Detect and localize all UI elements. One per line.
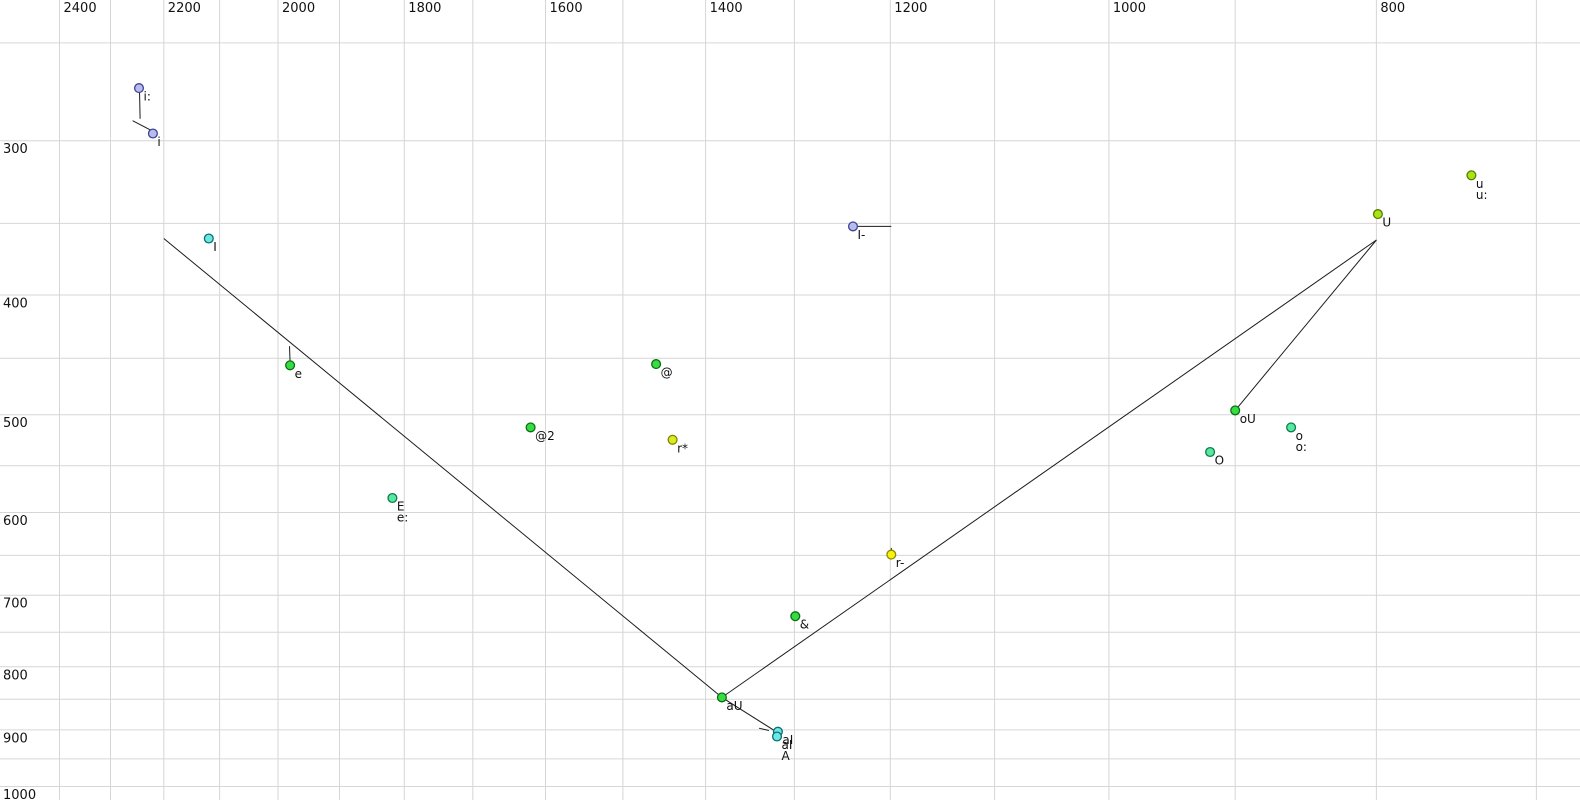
- x-tick-label-1200: 1200: [894, 1, 927, 16]
- vowel-point-I--18: [847, 221, 859, 232]
- trajectory-lines-group: [132, 90, 1377, 732]
- vowel-point-r*-7: [667, 434, 678, 445]
- x-tick-label-1600: 1600: [550, 1, 583, 16]
- vowel-label-4-1: e:: [397, 511, 408, 525]
- x-tick-label-2200: 2200: [168, 1, 201, 16]
- vowel-point-aU-10: [716, 692, 727, 703]
- vowel-label-6-0: @: [661, 366, 673, 380]
- segment-i-incoming-line: [132, 120, 151, 131]
- y-tick-label-600: 600: [3, 514, 28, 529]
- vowel-label-4-0: E: [397, 500, 405, 514]
- vowel-label-7-0: r*: [677, 441, 688, 455]
- segment-i-long-stem: [139, 90, 141, 119]
- vowel-point-i-1: [147, 128, 158, 139]
- y-tick-label-1000: 1000: [3, 788, 36, 800]
- vowel-point-oU-13: [1230, 405, 1241, 416]
- x-tick-label-800: 800: [1380, 1, 1405, 16]
- segment-oU-glide: [1234, 239, 1377, 411]
- vowel-label-13-0: oU: [1240, 412, 1256, 426]
- x-tick-label-2000: 2000: [282, 1, 315, 16]
- vowel-point-O-14: [1205, 446, 1216, 458]
- y-tick-label-400: 400: [3, 297, 28, 312]
- vowel-point-U-16: [1372, 209, 1383, 220]
- vowel-point-i-0: [133, 83, 145, 94]
- vowel-label-0-0: i:: [144, 90, 151, 104]
- vowel-label-15-1: o:: [1296, 440, 1307, 454]
- y-tick-label-900: 900: [3, 731, 28, 746]
- vowel-label-10-0: aU: [726, 699, 742, 713]
- vowel-label-8-0: r-: [896, 556, 905, 570]
- x-tick-label-1800: 1800: [408, 1, 441, 16]
- vowel-point-aI-12: [771, 731, 783, 742]
- y-tick-label-300: 300: [3, 142, 28, 157]
- y-tick-label-800: 800: [3, 668, 28, 683]
- vowel-label-1-0: i: [157, 135, 160, 149]
- segment-aI-glide: [163, 238, 723, 698]
- vowel-point-&-9: [790, 611, 801, 622]
- vowel-label-3-0: e: [295, 367, 302, 381]
- vowel-point-e-3: [285, 360, 296, 371]
- vowel-label-12-0: aI: [782, 738, 793, 752]
- segment-e-stem: [289, 346, 291, 363]
- vowel-points-group: [133, 83, 1477, 742]
- vowel-point-I-2: [203, 233, 214, 244]
- vowel-label-16-0: U: [1382, 216, 1391, 230]
- segment-a-to-aI-arrow-barb: [758, 727, 770, 731]
- vowel-label-2-0: I: [213, 240, 217, 254]
- vowel-label-14-0: O: [1215, 454, 1224, 468]
- vowel-point-@2-5: [525, 422, 536, 433]
- x-tick-label-2400: 2400: [64, 1, 97, 16]
- vowel-label-17-1: u:: [1476, 188, 1488, 202]
- vowel-point-r--8: [886, 549, 897, 560]
- tick-labels-group: 2400 2200 2000 1800 1600 1400 1200 1000 800 300 40…: [3, 1, 1405, 800]
- vowel-point-E-4: [387, 492, 398, 504]
- vowel-label-11-0: aI: [782, 733, 793, 747]
- vowel-point-o-15: [1286, 422, 1297, 433]
- segment-a-to-aI-arrow: [721, 696, 776, 732]
- vowel-point-@-6: [651, 359, 662, 370]
- vowel-label-9-0: &: [800, 618, 809, 632]
- vowel-label-15-0: o: [1296, 429, 1303, 443]
- x-tick-label-1400: 1400: [710, 1, 743, 16]
- vowel-point-u-17: [1466, 170, 1477, 181]
- vowel-label-17-0: u: [1476, 177, 1484, 191]
- segment-aU-glide: [721, 239, 1377, 698]
- x-tick-label-1000: 1000: [1113, 1, 1146, 16]
- vowel-label-12-1: A: [782, 749, 791, 763]
- y-tick-label-700: 700: [3, 597, 28, 612]
- vowel-label-5-0: @2: [535, 429, 555, 443]
- y-tick-label-500: 500: [3, 416, 28, 431]
- vowel-label-18-0: I-: [858, 228, 866, 242]
